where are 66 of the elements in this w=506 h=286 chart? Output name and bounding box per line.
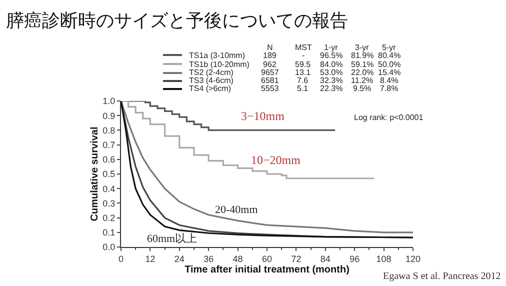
text: 59.5 [295, 60, 312, 69]
annotation: 20-40mm [215, 204, 258, 216]
text: 59.1% [351, 60, 374, 69]
text: 189 [263, 51, 277, 60]
y-tick-label: 0.7 [102, 140, 116, 150]
y-tick-label: 0.3 [102, 198, 116, 208]
legend-label: TS2 (2-4cm) [189, 68, 234, 77]
text: 5553 [261, 84, 280, 93]
x-tick-label: 48 [232, 254, 243, 264]
legend-label: TS1a (3-10mm) [189, 51, 246, 60]
y-tick-label: 0.2 [102, 212, 116, 223]
y-axis-title: Cumulative survival [90, 126, 101, 222]
x-tick-label: 108 [376, 254, 392, 264]
text: 7.6 [297, 76, 309, 85]
y-tick-label: 0.8 [102, 125, 116, 136]
x-tick-label: 36 [204, 254, 214, 264]
text: 11.2% [351, 76, 374, 85]
x-tick-label: 12 [145, 254, 156, 264]
x-tick-label: 0 [118, 254, 124, 264]
y-tick-label: 0.1 [102, 228, 116, 238]
annotation: 10−20mm [251, 153, 302, 167]
legend-label: TS3 (4-6cm) [189, 76, 234, 85]
y-tick-label: 0.4 [102, 184, 116, 194]
y-tick-label: 0.6 [102, 154, 116, 165]
text: 5.1 [297, 84, 309, 93]
text: 7.8% [380, 84, 398, 93]
text: 84.0% [320, 60, 343, 69]
text: 15.4% [378, 68, 401, 77]
x-tick-label: 120 [405, 254, 421, 264]
text: 53.0% [320, 68, 343, 77]
text: 80.4% [378, 51, 401, 60]
text: 13.1 [295, 68, 312, 77]
text: 81.9% [351, 51, 374, 60]
x-tick-label: 24 [174, 254, 184, 264]
text: 3-yr [355, 43, 370, 52]
y-tick-label: 0.5 [102, 169, 116, 180]
text: 96.5% [320, 51, 343, 60]
annotation: 60mm以上 [147, 232, 198, 245]
text: N [267, 43, 273, 52]
x-tick-label: 96 [350, 254, 360, 264]
chart-title: 膵癌診断時のサイズと予後についての報告 [6, 10, 348, 32]
text: 50.0% [378, 60, 401, 69]
text: 6581 [261, 76, 280, 85]
text: 22.3% [320, 84, 343, 93]
x-tick-label: 60 [262, 254, 272, 264]
y-tick-label: 1.0 [102, 96, 116, 106]
x-axis-title: Time after initial treatment (month) [184, 264, 350, 276]
text: 32.3% [320, 76, 343, 85]
text: - [302, 51, 305, 60]
text: 8.4% [380, 76, 398, 85]
x-tick-label: 84 [320, 254, 330, 264]
text: MST [295, 43, 312, 52]
text: Egawa S et al. Pancreas 2012 [383, 271, 501, 282]
text: 22.0% [351, 68, 374, 77]
annotation: Log rank: p<0.0001 [354, 113, 424, 122]
text: 1-yr [324, 43, 338, 52]
y-tick-label: 0.0 [102, 242, 116, 252]
text: 962 [263, 60, 277, 69]
annotation: 3−10mm [241, 109, 286, 123]
text: 9.5% [353, 84, 372, 93]
y-tick-label: 0.9 [102, 110, 116, 121]
legend-label: TS1b (10-20mm) [189, 60, 250, 69]
text: 9657 [261, 68, 280, 77]
x-tick-label: 72 [291, 254, 302, 264]
legend-label: TS4 (>6cm) [189, 84, 232, 93]
text: 5-yr [382, 43, 396, 52]
